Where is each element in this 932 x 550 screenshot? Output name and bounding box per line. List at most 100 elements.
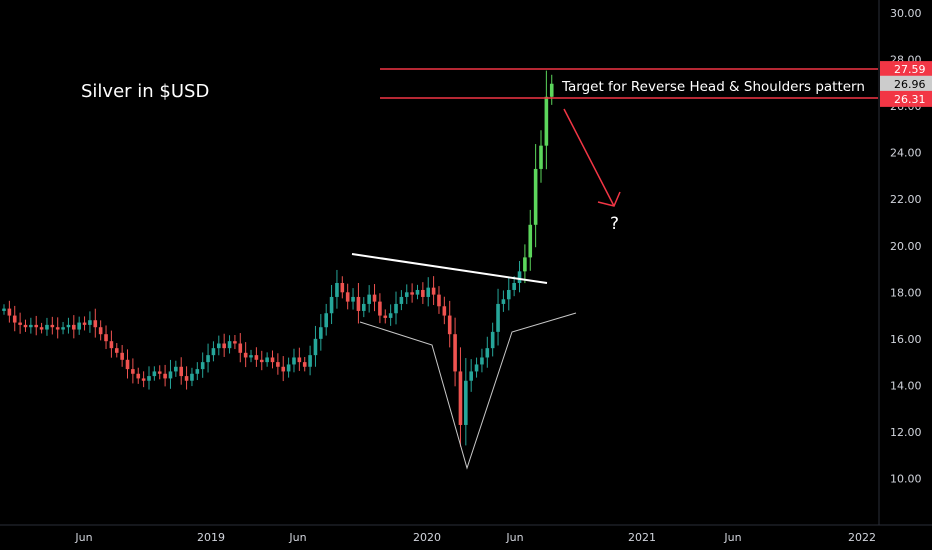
price-label-box: [880, 61, 932, 78]
candle-body: [270, 357, 275, 363]
candle-body: [442, 306, 447, 316]
candle-body: [410, 292, 414, 295]
candle-body: [55, 327, 60, 330]
candle-body: [217, 343, 221, 349]
candle-body: [93, 320, 98, 328]
candle-body: [200, 362, 205, 370]
x-tick-label: Jun: [723, 531, 741, 544]
candle-body: [340, 282, 345, 293]
candle-body: [7, 308, 12, 316]
candle-body: [276, 362, 280, 367]
candle-body: [549, 83, 554, 97]
candle-body: [45, 324, 49, 330]
candle-body: [104, 334, 108, 342]
price-label-box: [880, 75, 932, 92]
candle-body: [34, 324, 39, 328]
candle-body: [98, 327, 103, 335]
candle-body: [147, 376, 151, 381]
y-tick-label: 20.00: [890, 240, 922, 253]
candle-body: [356, 296, 361, 311]
candle-body: [544, 96, 549, 146]
candle-body: [512, 282, 516, 290]
x-tick-label: 2021: [628, 531, 656, 544]
candle-body: [249, 355, 253, 358]
candle-body: [184, 376, 189, 381]
candle-body: [437, 294, 441, 307]
candle-body: [88, 320, 92, 325]
y-tick-label: 22.00: [890, 193, 922, 206]
candle-body: [490, 331, 495, 349]
candle-body: [496, 303, 500, 332]
candle-body: [66, 324, 71, 328]
candle-body: [485, 348, 490, 358]
candle-body: [453, 334, 457, 372]
candle-body: [179, 366, 184, 377]
candle-body: [415, 289, 420, 295]
candle-body: [125, 359, 130, 370]
candle-body: [222, 343, 226, 349]
candle-body: [539, 145, 543, 169]
x-tick-label: Jun: [288, 531, 306, 544]
candle-body: [163, 373, 167, 379]
candle-body: [464, 380, 468, 425]
candle-body: [361, 303, 366, 311]
price-label-text: 26.96: [894, 78, 926, 91]
candle-body: [324, 313, 328, 328]
price-label-text: 27.59: [894, 63, 926, 76]
candle-body: [120, 352, 124, 360]
neckline: [351, 253, 548, 284]
x-tick-label: 2019: [197, 531, 225, 544]
candle-body: [372, 294, 377, 302]
candle-body: [152, 371, 157, 377]
candle-body: [421, 289, 425, 297]
candle-body: [238, 343, 243, 353]
candle-body: [50, 324, 55, 328]
candle-body: [206, 355, 210, 363]
candle-body: [292, 357, 296, 365]
candle-body: [388, 313, 393, 318]
x-tick-label: Jun: [74, 531, 92, 544]
x-axis: Jun 2019 Jun 2020 Jun 2021 Jun 2022: [0, 524, 932, 544]
candle-body: [469, 371, 473, 381]
candle-body: [378, 301, 382, 316]
y-tick-label: 30.00: [890, 7, 922, 20]
candle-body: [131, 369, 135, 374]
candle-body: [114, 348, 119, 353]
candle-body: [399, 296, 404, 304]
candle-body: [480, 357, 484, 365]
candle-body: [243, 352, 248, 358]
candle-body: [335, 282, 339, 297]
y-tick-label: 24.00: [890, 147, 922, 160]
candle-body: [157, 371, 162, 374]
y-tick-label: 12.00: [890, 426, 922, 439]
candle-body: [23, 324, 28, 328]
price-label-text: 26.31: [894, 93, 926, 106]
y-tick-label: 16.00: [890, 333, 922, 346]
y-tick-label: 18.00: [890, 286, 922, 299]
candle-body: [302, 362, 307, 367]
candle-body: [82, 322, 87, 325]
candle-body: [190, 373, 194, 381]
question-mark: ?: [610, 214, 619, 234]
candle-body: [141, 378, 146, 381]
candle-body: [404, 292, 409, 297]
candle-body: [501, 299, 506, 304]
candle-body: [18, 322, 22, 325]
down-arrow-head: [597, 191, 621, 207]
y-tick-label: 14.00: [890, 379, 922, 392]
candle-body: [109, 341, 114, 349]
candle-body: [426, 287, 431, 297]
x-tick-label: 2020: [413, 531, 441, 544]
candle-body: [254, 355, 259, 360]
candle-body: [286, 364, 291, 372]
candle-body: [458, 371, 463, 425]
candle-body: [533, 168, 538, 225]
x-tick-label: Jun: [505, 531, 523, 544]
candle-body: [431, 287, 436, 295]
chart-title: Silver in $USD: [81, 81, 209, 102]
price-labels: 27.59 26.96 26.31: [880, 61, 932, 107]
candle-body: [517, 271, 522, 283]
candle-body: [61, 327, 65, 330]
candle-body: [227, 341, 232, 349]
